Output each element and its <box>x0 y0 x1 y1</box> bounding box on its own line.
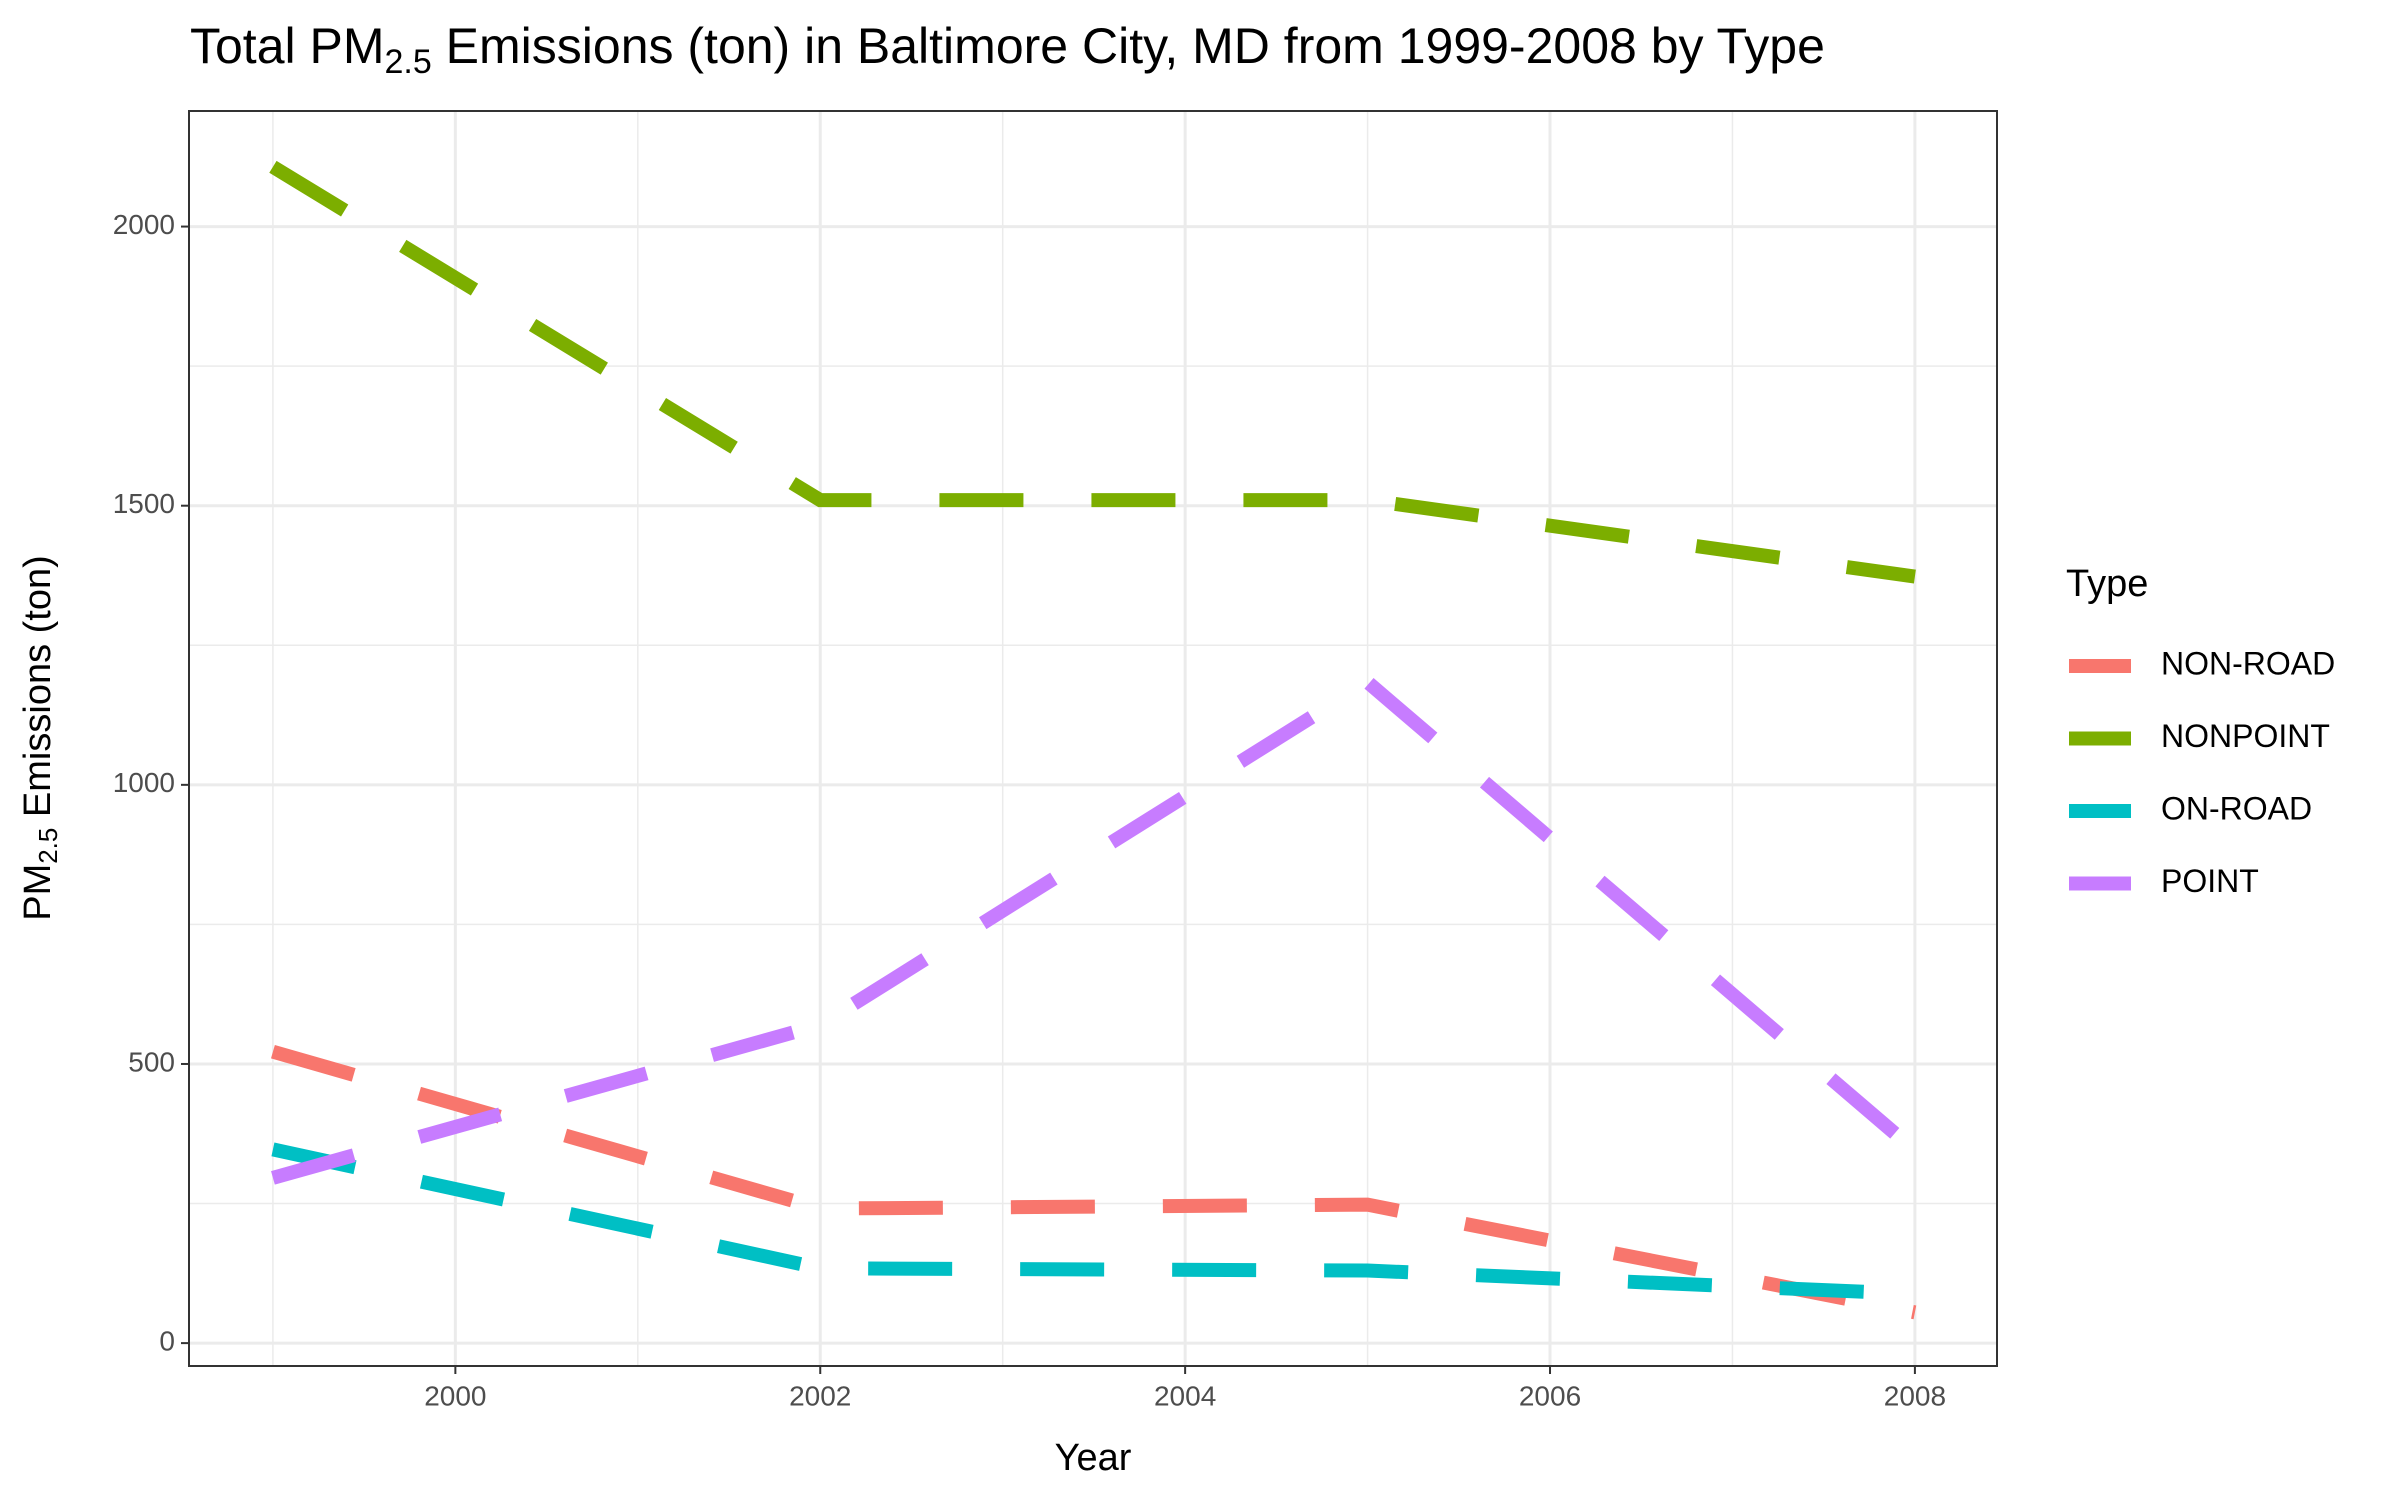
legend-label: NON-ROAD <box>2161 645 2335 681</box>
legend-title: Type <box>2066 563 2148 605</box>
series-line <box>270 1044 1917 1320</box>
x-tick-label: 2000 <box>424 1380 486 1411</box>
y-tick-label: 1000 <box>113 767 175 798</box>
x-tick-label: 2006 <box>1519 1380 1581 1411</box>
legend-label: ON-ROAD <box>2161 790 2312 826</box>
legend-label: POINT <box>2161 863 2259 899</box>
y-tick-label: 500 <box>128 1046 175 1077</box>
y-tick-label: 0 <box>159 1326 175 1357</box>
y-tick-label: 1500 <box>113 488 175 519</box>
x-axis-title: Year <box>1055 1437 1132 1479</box>
plot-border <box>188 110 1998 1367</box>
x-tick-label: 2004 <box>1154 1380 1216 1411</box>
x-tick-label: 2002 <box>789 1380 851 1411</box>
series-line <box>269 160 1916 584</box>
chart-title: Total PM2.5 Emissions (ton) in Baltimore… <box>190 18 1825 81</box>
series-line <box>271 1142 1916 1301</box>
legend-label: NONPOINT <box>2161 718 2330 754</box>
y-axis-title: PM2.5 Emissions (ton) <box>17 555 63 921</box>
x-tick-label: 2008 <box>1884 1380 1946 1411</box>
y-tick-label: 2000 <box>113 209 175 240</box>
series-line <box>271 673 1920 1185</box>
